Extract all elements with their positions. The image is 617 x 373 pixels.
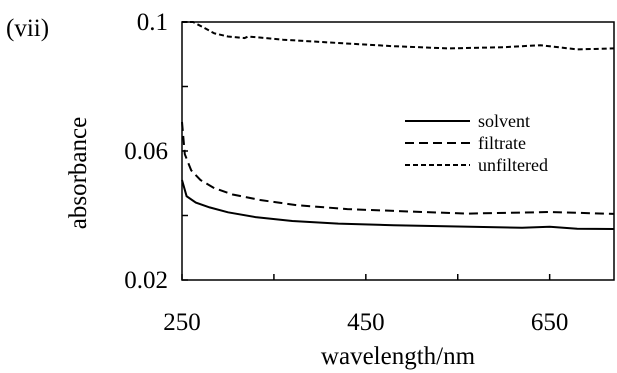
- plot-frame: [181, 21, 615, 281]
- panel-label: (vii): [6, 15, 49, 42]
- legend-label-unfiltered: unfiltered: [478, 155, 548, 175]
- y-tick-label: 0.02: [124, 267, 168, 294]
- y-tick-label: 0.1: [137, 9, 168, 36]
- x-tick-label: 450: [347, 309, 385, 336]
- y-tick-label: 0.06: [124, 138, 168, 165]
- legend-label-solvent: solvent: [478, 111, 530, 131]
- plot-area: [181, 21, 615, 281]
- x-tick-label: 250: [163, 309, 201, 336]
- legend-label-filtrate: filtrate: [478, 133, 526, 153]
- x-tick-label: 650: [531, 309, 569, 336]
- x-axis-title: wavelength/nm: [321, 343, 476, 370]
- y-axis-title: absorbance: [65, 117, 92, 229]
- axes: 0.02 0.06 0.1 250 450 650: [124, 9, 568, 336]
- series-line-filtrate: [181, 121, 615, 215]
- series-line-unfiltered: [182, 21, 615, 51]
- series-line-solvent: [181, 179, 615, 230]
- series-layer: [181, 21, 615, 230]
